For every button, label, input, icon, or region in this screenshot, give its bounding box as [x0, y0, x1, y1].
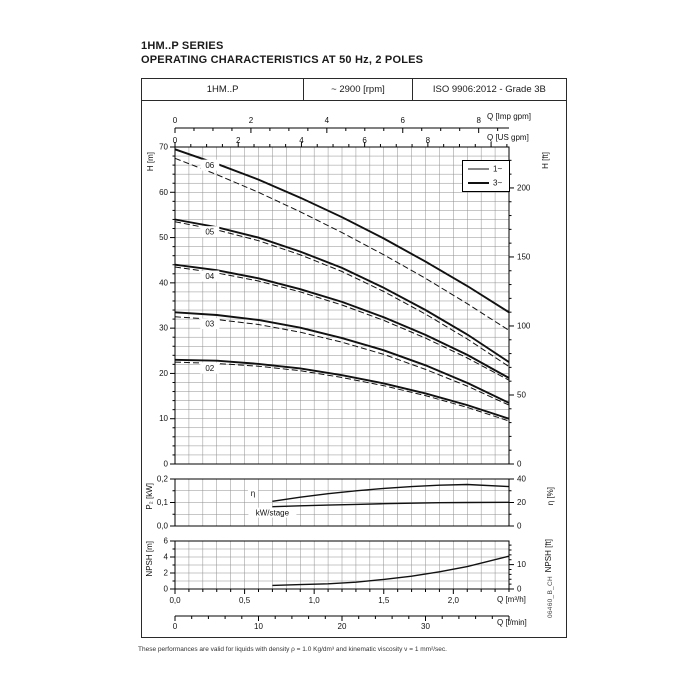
- tick-label: 0,2: [157, 475, 169, 484]
- axis-label-power-kw: P₂ [kW]: [145, 483, 154, 510]
- tick-label: 2: [249, 116, 254, 125]
- tick-label: 2: [236, 136, 241, 145]
- tick-label: 30: [421, 622, 430, 631]
- tick-label: 0: [517, 522, 522, 531]
- stage-label-bg: [200, 270, 220, 282]
- curve-05-1ph: [174, 221, 510, 368]
- npsh-grid: [174, 540, 510, 590]
- header-model: 1HM..P: [142, 79, 305, 100]
- tick-label: 4: [299, 136, 304, 145]
- stage-label: 06: [205, 161, 214, 170]
- tick-label: 100: [517, 321, 531, 330]
- tick-label: 6: [164, 537, 169, 546]
- axis-label-npsh-ft: NPSH [ft]: [544, 539, 553, 573]
- tick-label: 70: [159, 143, 168, 152]
- tick-label: 1,5: [378, 596, 390, 605]
- tick-label: 0: [517, 460, 522, 469]
- tick-label: 60: [159, 188, 168, 197]
- tick-label: 6: [401, 116, 406, 125]
- tick-label: 0: [164, 585, 169, 594]
- tick-label: 50: [159, 233, 168, 242]
- tick-label: 10: [517, 560, 526, 569]
- tick-label: 8: [426, 136, 431, 145]
- curve-02-1ph: [174, 361, 510, 422]
- tick-label: 40: [159, 278, 168, 287]
- tick-label: 0,1: [157, 498, 169, 507]
- axis-label-head-ft: H [ft]: [541, 152, 550, 169]
- head-chart-border: [174, 146, 510, 465]
- stage-label: 04: [205, 272, 214, 281]
- curve-02-3ph: [174, 358, 510, 420]
- tick-label: 10: [254, 622, 263, 631]
- curve-label-bg: [247, 488, 258, 499]
- tick-label: 50: [517, 390, 526, 399]
- head-axes: [170, 127, 514, 465]
- header-speed: ~ 2900 [rpm]: [304, 79, 413, 100]
- tick-label: 1,0: [309, 596, 321, 605]
- tick-label: 2: [164, 569, 169, 578]
- tick-label: 2,0: [448, 596, 460, 605]
- tick-label: 0,0: [169, 596, 181, 605]
- tick-label: 4: [325, 116, 330, 125]
- tick-label: 150: [517, 252, 531, 261]
- axis-label-m3h: Q [m³/h]: [497, 595, 526, 604]
- tick-label: 0: [517, 585, 522, 594]
- axis-label-npsh-m: NPSH [m]: [145, 541, 154, 577]
- axis-label-lmin: Q [l/min]: [497, 618, 527, 627]
- tick-label: 0: [164, 460, 169, 469]
- stage-label: 02: [205, 364, 214, 373]
- curve-eta: [272, 483, 510, 502]
- stage-label: 03: [205, 320, 214, 329]
- legend-box: [462, 160, 510, 192]
- curve-06-1ph: [174, 157, 510, 331]
- header-table: 1HM..P ~ 2900 [rpm] ISO 9906:2012 - Grad…: [141, 78, 567, 101]
- curve-npsh: [272, 555, 510, 587]
- axis-label-eta-pct: η [%]: [546, 487, 555, 506]
- curve-03-1ph: [174, 316, 510, 406]
- page-title-line1: 1HM..P SERIES: [141, 40, 224, 52]
- axis-label-us-gpm: Q [US gpm]: [487, 133, 529, 142]
- stage-label-bg: [200, 362, 220, 374]
- curve-label-bg: [248, 507, 297, 518]
- stage-label-bg: [200, 226, 220, 238]
- axis-label-imp-gpm: Q [Imp gpm]: [487, 112, 532, 121]
- legend-label: 1~: [493, 165, 502, 174]
- tick-label: 8: [476, 116, 481, 125]
- document-code: 06460_B_CH: [547, 576, 554, 619]
- tick-label: 200: [517, 183, 531, 192]
- curve-03-3ph: [174, 311, 510, 404]
- tick-label: 10: [159, 414, 168, 423]
- page-title-line2: OPERATING CHARACTERISTICS AT 50 Hz, 2 PO…: [141, 54, 424, 66]
- footer-note: These performances are valid for liquids…: [138, 646, 447, 653]
- legend-label: 3~: [493, 179, 502, 188]
- tick-label: 20: [517, 498, 526, 507]
- stage-label: 05: [205, 228, 214, 237]
- tick-label: 30: [159, 324, 168, 333]
- tick-label: 20: [159, 369, 168, 378]
- curve-label: kW/stage: [256, 509, 290, 518]
- tick-label: 40: [517, 475, 526, 484]
- header-standard: ISO 9906:2012 - Grade 3B: [432, 84, 546, 95]
- npsh-axes: [170, 540, 514, 621]
- tick-label: 0,0: [157, 522, 169, 531]
- tick-label: 6: [362, 136, 367, 145]
- stage-label-bg: [200, 159, 220, 171]
- curve-kw-per-stage: [272, 501, 510, 508]
- tick-label: 20: [338, 622, 347, 631]
- tick-label: 0: [173, 136, 178, 145]
- stage-label-bg: [200, 318, 220, 330]
- tick-label: 0: [173, 116, 178, 125]
- curve-06-3ph: [174, 148, 510, 314]
- curve-05-3ph: [174, 218, 510, 363]
- curve-label: η: [251, 489, 255, 498]
- tick-label: 0,5: [239, 596, 251, 605]
- tick-label: 4: [164, 553, 169, 562]
- curve-04-1ph: [174, 266, 510, 381]
- curve-04-3ph: [174, 263, 510, 379]
- tick-label: 0: [173, 622, 178, 631]
- power-axes: [170, 478, 514, 527]
- axis-label-head-m: H [m]: [146, 152, 155, 172]
